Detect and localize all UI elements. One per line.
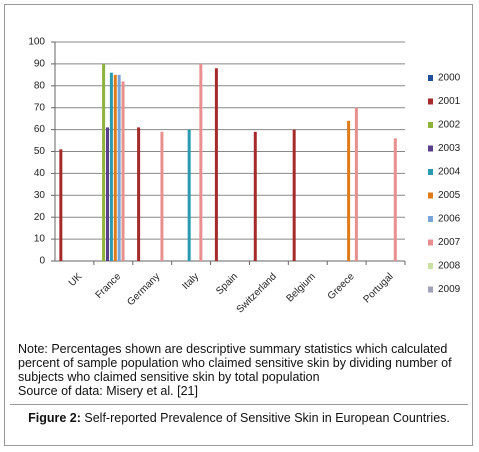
y-tick-label: 80 (34, 80, 46, 91)
y-tick-label: 30 (34, 190, 46, 201)
y-tick-label: 90 (34, 59, 46, 70)
legend-swatch (428, 122, 433, 128)
y-tick-label: 60 (34, 124, 46, 135)
bar (199, 63, 203, 262)
bar (354, 107, 358, 261)
legend-swatch (428, 216, 433, 222)
legend-label: 2001 (438, 96, 461, 107)
y-tick-label: 50 (34, 146, 46, 157)
note: Note: Percentages shown are descriptive … (18, 342, 452, 384)
bar (59, 149, 63, 261)
bar (121, 81, 125, 261)
bar (137, 127, 141, 261)
legend-swatch (428, 145, 433, 152)
legend-label: 2006 (438, 214, 461, 225)
x-tick-label: Italy (180, 271, 201, 292)
x-tick-label: Switzerland (235, 271, 279, 315)
bar (214, 68, 218, 261)
x-tick-label: UK (67, 271, 85, 289)
y-tick-label: 100 (28, 37, 45, 48)
x-tick-label: Belgium (284, 271, 317, 304)
bar (393, 138, 397, 261)
legend-swatch (428, 169, 433, 175)
y-tick-label: 40 (34, 168, 46, 179)
x-tick-label: Greece (326, 271, 357, 302)
chart: 0 10 20 30 40 50 60 70 80 90 100 UK France Germany Ita… (28, 37, 461, 316)
figure-frame (4, 4, 473, 446)
y-tick-label: 70 (34, 102, 46, 113)
bar (109, 72, 113, 261)
x-tick-label: France (94, 271, 124, 301)
bar (113, 74, 117, 261)
bar (347, 120, 351, 261)
legend-label: 2003 (438, 143, 461, 154)
legend-swatch (428, 263, 433, 269)
figure-label: Figure 2: (28, 411, 81, 425)
legend-swatch (428, 192, 433, 199)
bar (102, 63, 106, 262)
legend-swatch (428, 239, 433, 246)
bar (187, 129, 191, 261)
x-tick-label: Germany (125, 271, 162, 308)
legend-label: 2002 (438, 120, 461, 131)
legend-swatch (428, 75, 433, 81)
source: Source of data: Misery et al. [21] (18, 384, 198, 398)
legend-swatch (428, 98, 433, 105)
bar (292, 129, 296, 261)
bar (117, 74, 121, 261)
caption: Self-reported Prevalence of Sensitive Sk… (84, 411, 450, 425)
y-tick-label: 10 (34, 234, 46, 245)
bar (106, 127, 109, 261)
bar (253, 131, 257, 261)
x-tick-label: Portugal (361, 271, 395, 305)
legend-label: 2004 (438, 167, 461, 178)
y-tick-label: 0 (39, 256, 45, 267)
caption-block: Figure 2: Self-reported Prevalence of Se… (10, 404, 468, 425)
legend-swatch (428, 286, 433, 293)
legend-label: 2000 (438, 73, 461, 84)
x-tick-label: Spain (214, 271, 240, 297)
legend-label: 2008 (438, 261, 461, 272)
note-block: Note: Percentages shown are descriptive … (18, 342, 468, 398)
legend-label: 2009 (438, 284, 461, 295)
bar (160, 131, 164, 261)
legend-label: 2005 (438, 190, 461, 201)
legend-label: 2007 (438, 237, 461, 248)
y-tick-label: 20 (34, 212, 46, 223)
